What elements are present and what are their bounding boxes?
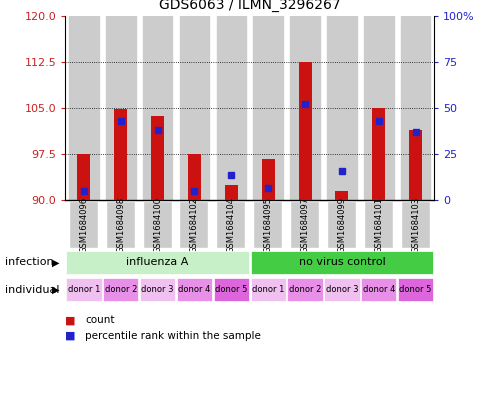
Bar xyxy=(335,191,348,200)
Title: GDS6063 / ILMN_3296267: GDS6063 / ILMN_3296267 xyxy=(159,0,340,12)
Bar xyxy=(250,278,285,301)
Text: ▶: ▶ xyxy=(52,257,60,267)
Text: GSM1684100: GSM1684100 xyxy=(153,197,162,253)
Bar xyxy=(254,202,282,248)
Bar xyxy=(77,154,90,200)
Bar xyxy=(188,154,200,200)
Text: donor 4: donor 4 xyxy=(178,285,210,294)
Text: infection: infection xyxy=(5,257,53,267)
Bar xyxy=(324,278,359,301)
Text: GSM1684104: GSM1684104 xyxy=(227,197,235,253)
Bar xyxy=(66,251,248,274)
Bar xyxy=(106,202,135,248)
Text: donor 5: donor 5 xyxy=(399,285,431,294)
Text: GSM1684097: GSM1684097 xyxy=(300,197,309,253)
Text: count: count xyxy=(85,315,114,325)
Bar xyxy=(140,278,175,301)
Text: GSM1684095: GSM1684095 xyxy=(263,197,272,253)
Bar xyxy=(180,16,209,200)
Bar xyxy=(180,202,208,248)
Text: GSM1684102: GSM1684102 xyxy=(190,197,198,253)
Text: donor 5: donor 5 xyxy=(215,285,247,294)
Bar xyxy=(103,278,138,301)
Text: ■: ■ xyxy=(65,331,76,341)
Text: ▶: ▶ xyxy=(52,285,60,295)
Bar xyxy=(253,16,282,200)
Bar xyxy=(114,109,127,200)
Text: donor 2: donor 2 xyxy=(105,285,136,294)
Bar xyxy=(361,278,395,301)
Text: GSM1684099: GSM1684099 xyxy=(337,197,346,253)
Text: GSM1684096: GSM1684096 xyxy=(79,197,88,253)
Bar xyxy=(225,185,237,200)
Bar xyxy=(290,202,318,248)
Bar xyxy=(397,278,432,301)
Bar xyxy=(327,16,356,200)
Bar xyxy=(217,202,245,248)
Text: donor 1: donor 1 xyxy=(68,285,100,294)
Bar xyxy=(372,108,384,200)
Text: ■: ■ xyxy=(65,315,76,325)
Bar xyxy=(151,116,164,200)
Text: GSM1684101: GSM1684101 xyxy=(374,197,382,253)
Text: individual: individual xyxy=(5,285,59,295)
Text: influenza A: influenza A xyxy=(126,257,188,267)
Bar xyxy=(400,16,429,200)
Text: no virus control: no virus control xyxy=(298,257,384,267)
Text: donor 4: donor 4 xyxy=(362,285,394,294)
Bar xyxy=(401,202,429,248)
Bar xyxy=(216,16,245,200)
Bar xyxy=(66,278,101,301)
Bar xyxy=(408,130,421,200)
Bar xyxy=(363,16,393,200)
Text: GSM1684098: GSM1684098 xyxy=(116,197,125,253)
Text: donor 3: donor 3 xyxy=(141,285,174,294)
Bar xyxy=(287,278,322,301)
Bar xyxy=(327,202,355,248)
Bar xyxy=(106,16,135,200)
Bar xyxy=(213,278,248,301)
Bar xyxy=(69,16,98,200)
Bar xyxy=(298,62,311,200)
Bar xyxy=(364,202,392,248)
Text: GSM1684103: GSM1684103 xyxy=(410,197,419,253)
Bar xyxy=(250,251,432,274)
Text: donor 3: donor 3 xyxy=(325,285,358,294)
Text: percentile rank within the sample: percentile rank within the sample xyxy=(85,331,260,341)
Bar xyxy=(143,16,172,200)
Bar xyxy=(290,16,319,200)
Text: donor 2: donor 2 xyxy=(288,285,320,294)
Bar xyxy=(177,278,212,301)
Bar xyxy=(261,158,274,200)
Bar xyxy=(143,202,171,248)
Text: donor 1: donor 1 xyxy=(252,285,284,294)
Bar xyxy=(70,202,98,248)
